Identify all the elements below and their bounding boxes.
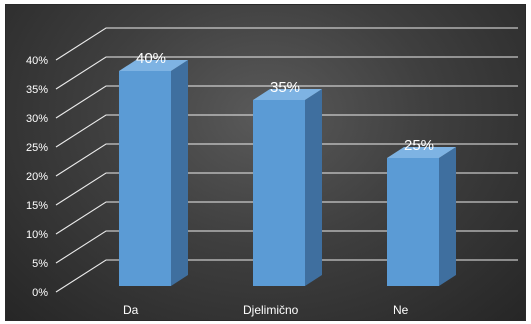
bar-front — [253, 100, 305, 286]
bar-side — [439, 147, 456, 286]
gridlines — [55, 27, 518, 293]
bar-chart: 0% 5% 10% 15% 20% 25% 30% 35% 40% 40% 35% 25% Da Dj… — [26, 27, 518, 317]
chart-area: 0% 5% 10% 15% 20% 25% 30% 35% 40% 40% 35% 25% Da Dj… — [5, 4, 526, 321]
bar — [253, 89, 322, 286]
bar-top — [387, 147, 456, 158]
gridline — [55, 114, 518, 148]
y-tick-label: 0% — [32, 287, 48, 299]
bars — [119, 60, 456, 286]
x-axis-categories: Da Djelimično Ne — [123, 303, 409, 317]
data-label: 40% — [136, 50, 166, 67]
bar — [387, 147, 456, 286]
category-label: Djelimično — [243, 303, 299, 317]
y-tick-label: 15% — [26, 200, 48, 212]
y-tick-label: 25% — [26, 142, 48, 154]
data-labels: 40% 35% 25% — [136, 50, 434, 154]
y-tick-label: 30% — [26, 113, 48, 125]
category-label: Da — [123, 303, 139, 317]
y-tick-label: 35% — [26, 84, 48, 96]
bar-side — [171, 60, 188, 286]
gridline — [55, 85, 518, 119]
gridline — [55, 259, 518, 293]
y-tick-label: 40% — [26, 55, 48, 67]
bar-side — [305, 89, 322, 286]
y-axis-ticks: 0% 5% 10% 15% 20% 25% 30% 35% 40% — [26, 55, 48, 299]
data-label: 35% — [270, 79, 300, 96]
bar-top — [253, 89, 322, 100]
y-tick-label: 20% — [26, 171, 48, 183]
y-tick-label: 5% — [32, 258, 48, 270]
gridline — [55, 230, 518, 264]
gridline — [55, 172, 518, 206]
y-tick-label: 10% — [26, 229, 48, 241]
category-label: Ne — [393, 303, 409, 317]
gridline — [55, 201, 518, 235]
gridline — [55, 56, 518, 90]
bar-front — [119, 71, 171, 286]
gridline — [55, 143, 518, 177]
bar-top — [119, 60, 188, 71]
bar-front — [387, 158, 439, 286]
gridline — [55, 27, 518, 61]
bar — [119, 60, 188, 286]
data-label: 25% — [404, 137, 434, 154]
